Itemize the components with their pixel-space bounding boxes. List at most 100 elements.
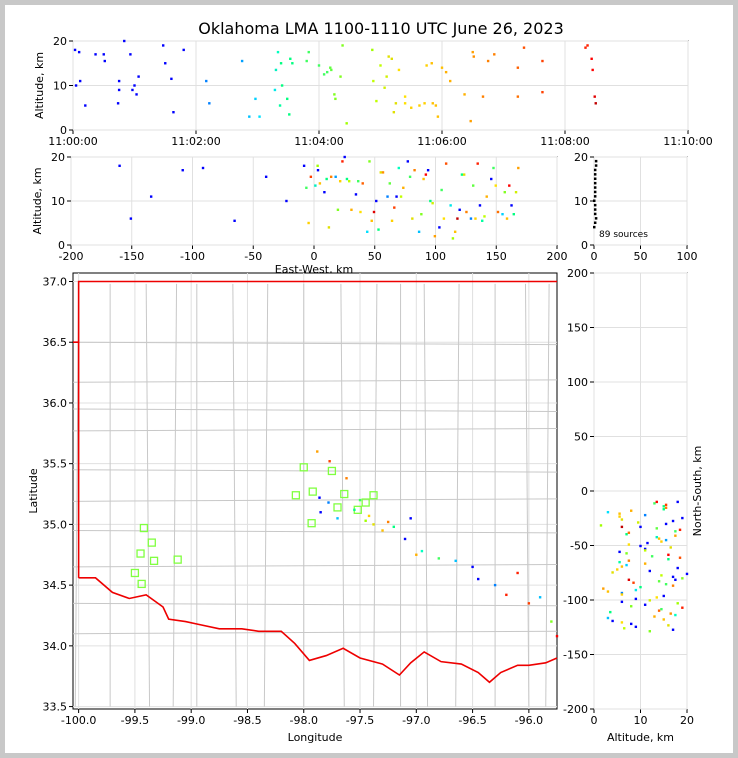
lma-station-marker — [307, 519, 316, 528]
source-point — [674, 613, 677, 617]
source-point — [329, 66, 332, 69]
source-point — [423, 102, 426, 105]
source-point — [681, 516, 684, 520]
source-point — [116, 102, 120, 105]
source-point — [639, 585, 642, 589]
source-point — [669, 612, 672, 615]
county-line — [373, 283, 378, 707]
source-point — [318, 496, 321, 499]
x-tick-label: 50 — [368, 250, 382, 263]
county-line — [340, 283, 345, 707]
source-point — [353, 508, 356, 512]
source-point — [620, 593, 624, 596]
source-point — [620, 600, 624, 604]
source-point — [671, 575, 675, 579]
source-point — [618, 550, 621, 554]
source-point — [630, 605, 633, 608]
source-point — [258, 115, 261, 118]
source-point — [399, 195, 403, 198]
histogram-point — [594, 159, 598, 163]
source-point — [625, 563, 628, 567]
x-tick-label: -100 — [180, 250, 205, 263]
source-point — [420, 213, 423, 216]
plan-view-xlabel: Longitude — [288, 731, 343, 744]
lma-station-marker — [361, 498, 370, 507]
source-point — [274, 68, 278, 72]
source-point — [632, 581, 635, 584]
source-point — [611, 571, 614, 574]
source-point — [345, 122, 348, 125]
source-point — [471, 565, 474, 569]
x-tick-label: 100 — [425, 250, 446, 263]
source-point — [471, 50, 474, 54]
source-point — [667, 553, 670, 557]
y-tick-label: 10 — [53, 80, 67, 93]
source-point — [279, 62, 283, 65]
y-tick-label: 36.5 — [43, 336, 68, 349]
x-tick-label: -97.0 — [402, 714, 430, 727]
source-point — [472, 184, 475, 187]
source-point — [420, 549, 424, 553]
source-count-annotation: 89 sources — [599, 230, 648, 240]
source-point — [73, 48, 77, 52]
source-point — [620, 591, 624, 595]
county-line — [72, 563, 558, 568]
source-point — [606, 616, 610, 620]
source-point — [381, 171, 385, 174]
x-tick-label: 11:10:00 — [663, 135, 712, 148]
altitude-eastwest-ylabel: Altitude, km — [31, 167, 44, 234]
source-point — [208, 102, 211, 105]
source-point — [345, 477, 348, 480]
source-point — [118, 164, 121, 167]
source-point — [431, 102, 434, 105]
source-point — [322, 73, 326, 76]
source-point — [392, 525, 395, 529]
source-point — [330, 68, 333, 72]
y-tick-label: 0 — [581, 485, 588, 498]
source-point — [541, 59, 544, 63]
source-point — [451, 237, 455, 240]
source-point — [316, 169, 320, 172]
source-point — [648, 569, 651, 573]
source-point — [433, 235, 437, 238]
source-point — [341, 160, 344, 163]
source-point — [667, 558, 670, 561]
source-point — [386, 520, 390, 524]
county-line — [263, 283, 269, 707]
source-point — [123, 39, 126, 43]
source-point — [164, 62, 167, 65]
source-point — [465, 210, 468, 214]
source-point — [555, 634, 559, 638]
source-point — [591, 68, 594, 72]
figure-title: Oklahoma LMA 1100-1110 UTC June 26, 2023 — [198, 19, 564, 38]
source-point — [516, 66, 520, 69]
source-point — [317, 64, 321, 67]
x-tick-label: 11:06:00 — [417, 135, 466, 148]
histogram-point — [593, 212, 597, 216]
histogram-point — [594, 164, 598, 167]
source-point — [627, 578, 631, 581]
source-point — [590, 57, 593, 60]
histogram-point — [593, 190, 597, 194]
plan-view-panel — [72, 272, 558, 710]
x-tick-label: -96.0 — [515, 714, 543, 727]
source-point — [280, 84, 284, 87]
source-point — [685, 572, 689, 576]
histogram-point — [594, 217, 598, 220]
source-point — [364, 519, 367, 522]
source-point — [135, 93, 138, 96]
state-border-north — [73, 280, 557, 344]
source-point — [620, 525, 624, 529]
source-point — [327, 226, 331, 229]
county-line — [72, 469, 558, 473]
source-point — [409, 517, 412, 520]
county-line — [455, 283, 460, 707]
x-tick-label: -96.5 — [458, 714, 486, 727]
source-point — [584, 46, 587, 49]
x-tick-label: 11:04:00 — [294, 135, 343, 148]
source-point — [454, 559, 457, 563]
source-point — [334, 97, 337, 101]
lma-station-marker — [291, 491, 301, 500]
source-point — [662, 505, 665, 508]
source-point — [449, 204, 452, 207]
